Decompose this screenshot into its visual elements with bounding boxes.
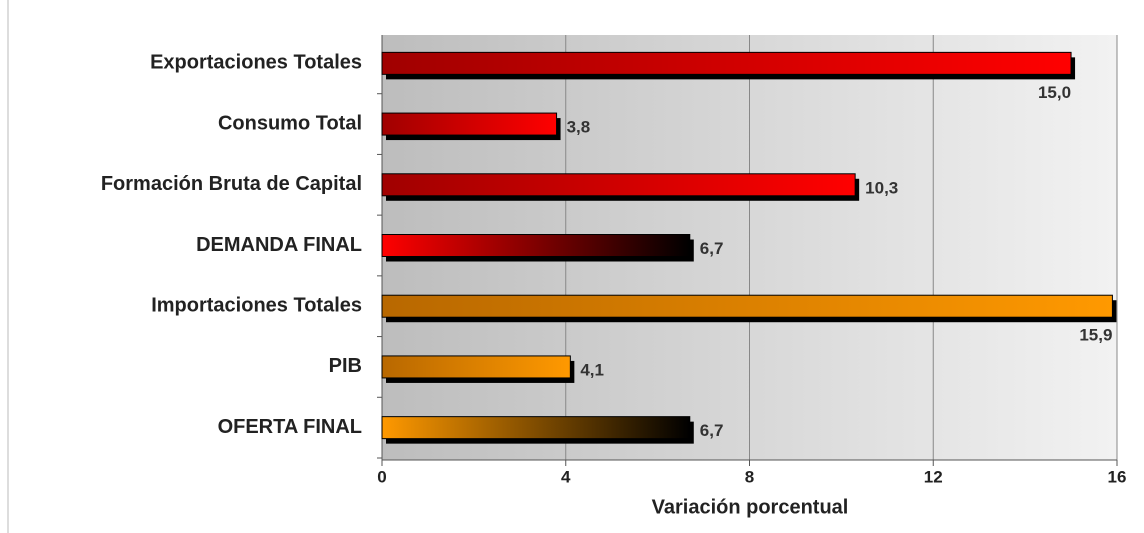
value-label: 4,1 xyxy=(580,360,604,379)
value-label: 6,7 xyxy=(700,421,724,440)
x-axis-label: Variación porcentual xyxy=(652,496,849,518)
x-tick-label: 8 xyxy=(745,467,754,486)
x-tick-label: 12 xyxy=(924,467,943,486)
value-label: 6,7 xyxy=(700,239,724,258)
y-tick-label: Importaciones Totales xyxy=(151,294,362,316)
bar xyxy=(381,51,1072,75)
value-label: 10,3 xyxy=(865,178,898,197)
value-label: 15,0 xyxy=(1038,83,1071,102)
x-tick-label: 16 xyxy=(1108,467,1127,486)
y-tick-label: DEMANDA FINAL xyxy=(196,234,362,256)
y-tick-label: OFERTA FINAL xyxy=(218,416,362,438)
value-label: 3,8 xyxy=(567,118,591,137)
y-tick-label: PIB xyxy=(329,355,362,377)
bar xyxy=(381,416,691,440)
y-tick-label: Exportaciones Totales xyxy=(150,52,362,74)
value-label: 15,9 xyxy=(1079,326,1112,345)
bar xyxy=(381,294,1113,318)
bar xyxy=(381,355,571,379)
bar xyxy=(381,173,856,197)
bar xyxy=(381,234,691,257)
x-tick-label: 0 xyxy=(377,467,386,486)
x-tick-label: 4 xyxy=(561,467,571,486)
y-tick-label: Consumo Total xyxy=(218,112,362,134)
y-tick-label: Formación Bruta de Capital xyxy=(101,173,362,195)
bar xyxy=(381,112,558,136)
